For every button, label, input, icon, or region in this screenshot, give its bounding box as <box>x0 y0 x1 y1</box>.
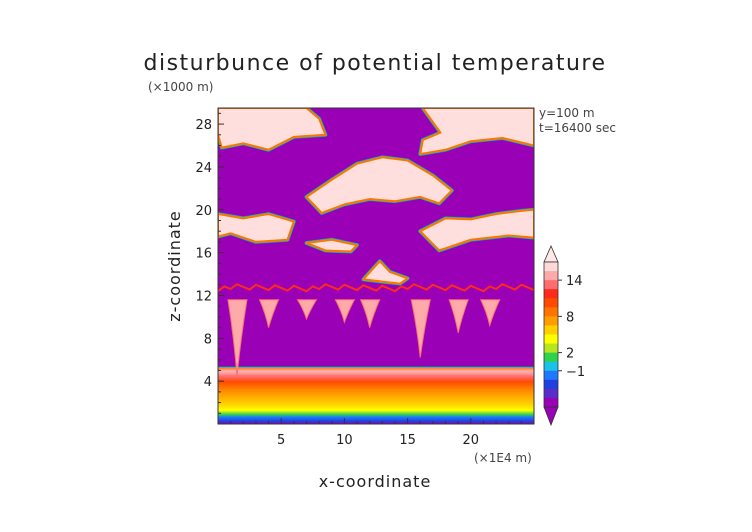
colorbar: 14 8 2 −1 <box>543 245 585 427</box>
z-axis: 4 8 12 16 20 24 28 <box>195 112 224 414</box>
plume-5 <box>410 299 431 358</box>
x-tick-label: 10 <box>336 433 353 448</box>
center-spike <box>362 260 409 285</box>
chart-title: disturbunce of potential temperature <box>144 51 607 76</box>
plume-0 <box>227 299 248 376</box>
x-axis: 5 10 15 20 <box>230 418 522 448</box>
mid-lens <box>305 238 359 253</box>
z-tick-label: 20 <box>195 204 212 219</box>
colorbar-segment <box>544 262 558 272</box>
colorbar-segment <box>544 388 558 399</box>
plume-3 <box>334 299 356 324</box>
central-patch <box>305 156 453 214</box>
colorbar-segment <box>544 271 558 281</box>
x-axis-label: x-coordinate <box>319 472 432 491</box>
left-lens <box>218 213 295 243</box>
colorbar-segment <box>544 325 558 335</box>
upper-left-patch <box>218 108 327 151</box>
plume-4 <box>359 299 381 328</box>
colorbar-over-arrow <box>543 245 559 263</box>
annotation-t: t=16400 sec <box>539 121 616 135</box>
z-tick-label: 24 <box>195 161 212 176</box>
x-tick-label: 5 <box>277 433 285 448</box>
colorbar-label: 8 <box>566 310 574 325</box>
colorbar-under-arrow <box>543 406 559 427</box>
colorbar-segment <box>544 334 558 344</box>
colorbar-segment <box>544 343 558 353</box>
colorbar-frame <box>543 261 559 408</box>
z-axis-label: z-coordinate <box>165 210 184 322</box>
colorbar-label: −1 <box>566 365 585 380</box>
plume-6 <box>448 299 469 334</box>
colorbar-segment <box>544 352 558 362</box>
plot-frame <box>217 107 535 425</box>
x-tick-label: 20 <box>463 433 480 448</box>
z-tick-label: 16 <box>195 247 212 262</box>
layer-top-edge <box>218 283 534 293</box>
z-tick-label: 12 <box>195 289 212 304</box>
upper-right-patch <box>419 108 534 156</box>
plume-1 <box>258 299 280 328</box>
colorbar-segment <box>544 307 558 317</box>
x-tick-label: 15 <box>399 433 416 448</box>
colorbar-segment <box>544 361 558 372</box>
potential-temperature-field <box>218 108 534 424</box>
colorbar-segment <box>544 280 558 290</box>
colorbar-segment <box>544 370 558 381</box>
right-lens <box>419 208 534 252</box>
x-unit-label: (×1E4 m) <box>474 451 532 465</box>
z-tick-label: 8 <box>204 332 212 347</box>
colorbar-segment <box>544 397 558 408</box>
colorbar-segment <box>544 316 558 326</box>
z-tick-label: 4 <box>204 375 212 390</box>
z-unit-label: (×1000 m) <box>148 80 213 94</box>
annotation-y: y=100 m <box>539 106 595 120</box>
colorbar-segment <box>544 379 558 390</box>
colorbar-label: 2 <box>566 347 574 362</box>
colorbar-segment <box>544 298 558 308</box>
plume-2 <box>296 299 318 321</box>
plume-7 <box>479 299 501 328</box>
z-tick-label: 28 <box>195 118 212 133</box>
colorbar-label: 14 <box>566 274 583 289</box>
colorbar-segment <box>544 289 558 299</box>
